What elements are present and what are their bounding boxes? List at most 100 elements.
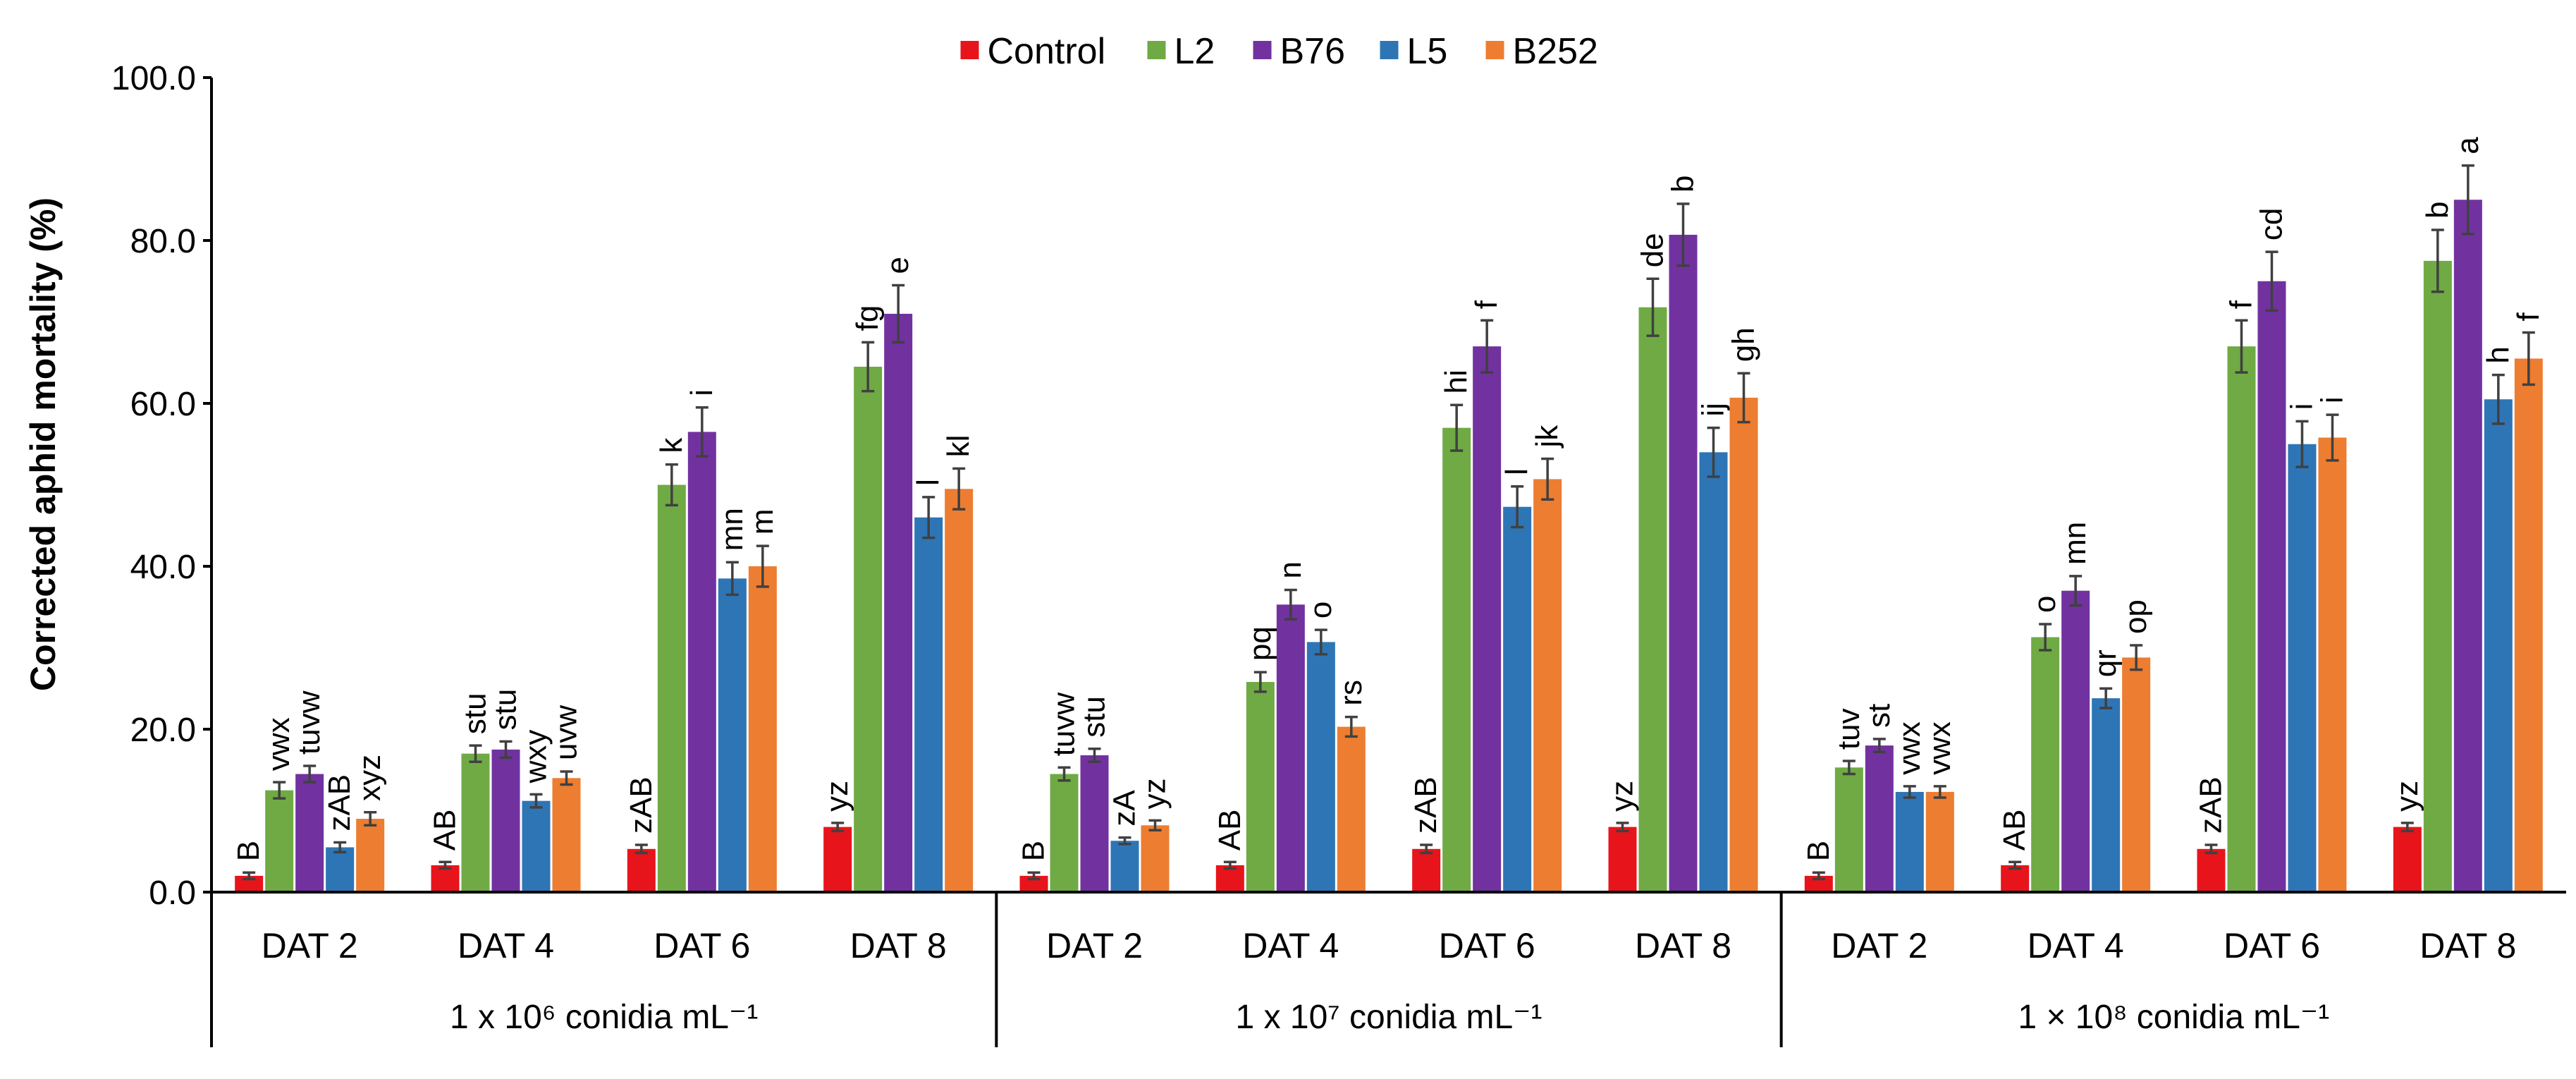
bar-control bbox=[823, 827, 852, 892]
significance-letter: h bbox=[2481, 346, 2515, 363]
significance-letter: o bbox=[2028, 596, 2062, 613]
x-tick-label: DAT 8 bbox=[2419, 926, 2516, 965]
significance-letter: zAB bbox=[624, 776, 658, 834]
x-tick-label: DAT 2 bbox=[1046, 926, 1143, 965]
significance-letter: stu bbox=[1077, 696, 1112, 738]
bar-b76 bbox=[1473, 346, 1502, 892]
legend-swatch-l2 bbox=[1147, 41, 1166, 59]
significance-letter: yz bbox=[1605, 781, 1640, 812]
significance-letter: b bbox=[2420, 202, 2455, 219]
bar-l2 bbox=[1638, 307, 1667, 893]
bar-b252 bbox=[1141, 825, 1170, 892]
bar-l5 bbox=[2092, 698, 2121, 892]
significance-letter: B bbox=[1801, 841, 1836, 861]
significance-letter: stu bbox=[489, 689, 523, 731]
significance-letter: AB bbox=[428, 810, 462, 851]
significance-letter: mn bbox=[715, 508, 749, 551]
significance-letter: fg bbox=[850, 305, 885, 331]
significance-letter: vwx bbox=[262, 717, 296, 771]
bar-l5 bbox=[1503, 506, 1532, 892]
significance-letter: stu bbox=[458, 693, 493, 734]
significance-letter: rs bbox=[1334, 680, 1368, 706]
x-tick-label: DAT 6 bbox=[1439, 926, 1535, 965]
y-tick-label: 100.0 bbox=[111, 60, 196, 97]
bar-l5 bbox=[718, 578, 747, 892]
significance-letter: b bbox=[1666, 176, 1700, 193]
significance-letter: vwx bbox=[1922, 721, 1957, 775]
bar-control bbox=[1019, 875, 1048, 892]
bar-l5 bbox=[522, 800, 551, 892]
significance-letter: B bbox=[1017, 841, 1051, 861]
bar-b252 bbox=[945, 489, 974, 892]
significance-letter: tuvw bbox=[1047, 693, 1081, 757]
x-tick-label: DAT 4 bbox=[2028, 926, 2124, 965]
bar-control bbox=[2393, 827, 2422, 892]
bar-b252 bbox=[552, 778, 581, 892]
bar-l5 bbox=[326, 847, 355, 892]
significance-letter: uvw bbox=[549, 705, 584, 760]
y-tick-label: 40.0 bbox=[130, 549, 196, 586]
significance-letter: zAB bbox=[322, 774, 357, 831]
significance-letter: f bbox=[2224, 300, 2259, 309]
significance-letter: f bbox=[1469, 300, 1504, 309]
bar-control bbox=[1608, 827, 1637, 892]
bar-l5 bbox=[1895, 791, 1924, 892]
significance-letter: i bbox=[2285, 403, 2319, 410]
x-tick-label: DAT 6 bbox=[2224, 926, 2320, 965]
bar-control bbox=[1412, 848, 1441, 892]
bar-b76 bbox=[2453, 200, 2482, 892]
bar-b76 bbox=[295, 774, 324, 892]
bar-l5 bbox=[1306, 642, 1335, 892]
bar-control bbox=[1804, 875, 1833, 892]
bar-l5 bbox=[1110, 841, 1139, 892]
legend-swatch-l5 bbox=[1380, 41, 1399, 59]
significance-letter: f bbox=[2511, 312, 2546, 322]
significance-letter: AB bbox=[1997, 810, 2032, 851]
bar-b76 bbox=[1865, 745, 1894, 892]
bar-l2 bbox=[1246, 682, 1275, 892]
bar-b76 bbox=[491, 749, 520, 892]
significance-letter: l bbox=[911, 479, 945, 486]
bar-l2 bbox=[1442, 427, 1471, 892]
bar-b76 bbox=[2061, 590, 2090, 892]
bar-l2 bbox=[1050, 774, 1079, 892]
x-axis: DAT 2 DAT 4 DAT 6 DAT 8 1 x 10⁶ conidia mL⁻¹… bbox=[211, 891, 2566, 1047]
x-tick-label: DAT 6 bbox=[654, 926, 750, 965]
bars: BvwxtuvwzABxyzABstustuwxyuvwzABkimnmyzfg… bbox=[231, 137, 2546, 893]
bar-l2 bbox=[657, 484, 686, 892]
group-label: 1 x 10⁷ conidia mL⁻¹ bbox=[1236, 999, 1542, 1036]
bar-control bbox=[627, 848, 656, 892]
bar-l5 bbox=[1699, 452, 1728, 892]
significance-letter: kl bbox=[941, 435, 976, 458]
x-tick-label: DAT 4 bbox=[458, 926, 554, 965]
significance-letter: zA bbox=[1108, 790, 1142, 827]
bar-b252 bbox=[748, 566, 777, 892]
bar-b76 bbox=[2257, 281, 2286, 892]
significance-letter: tuvw bbox=[292, 690, 326, 755]
bar-l2 bbox=[854, 367, 883, 892]
significance-letter: gh bbox=[1726, 327, 1761, 362]
significance-letter: de bbox=[1636, 233, 1670, 267]
y-tick-label: 20.0 bbox=[130, 712, 196, 749]
significance-letter: o bbox=[1304, 602, 1338, 618]
bar-l2 bbox=[2423, 260, 2452, 892]
x-tick-label: DAT 2 bbox=[1831, 926, 1927, 965]
significance-letter: ij bbox=[1696, 403, 1731, 417]
legend: Control L2 B76 L5 B252 bbox=[960, 31, 1598, 72]
y-axis: 0.0 20.0 40.0 60.0 80.0 100.0 bbox=[111, 60, 213, 1047]
legend-label-b252: B252 bbox=[1513, 31, 1598, 72]
significance-letter: i bbox=[2315, 396, 2350, 403]
legend-swatch-b252 bbox=[1485, 41, 1504, 59]
x-tick-label: DAT 8 bbox=[1635, 926, 1731, 965]
bar-b76 bbox=[687, 432, 716, 892]
bar-b252 bbox=[1337, 726, 1366, 892]
significance-letter: a bbox=[2451, 137, 2485, 154]
bar-l2 bbox=[461, 753, 490, 892]
bar-b252 bbox=[1533, 479, 1562, 892]
significance-letter: B bbox=[231, 841, 266, 861]
y-tick-label: 60.0 bbox=[130, 386, 196, 423]
y-tick-label: 80.0 bbox=[130, 223, 196, 260]
legend-label-l5: L5 bbox=[1407, 31, 1448, 72]
significance-letter: st bbox=[1862, 704, 1896, 728]
